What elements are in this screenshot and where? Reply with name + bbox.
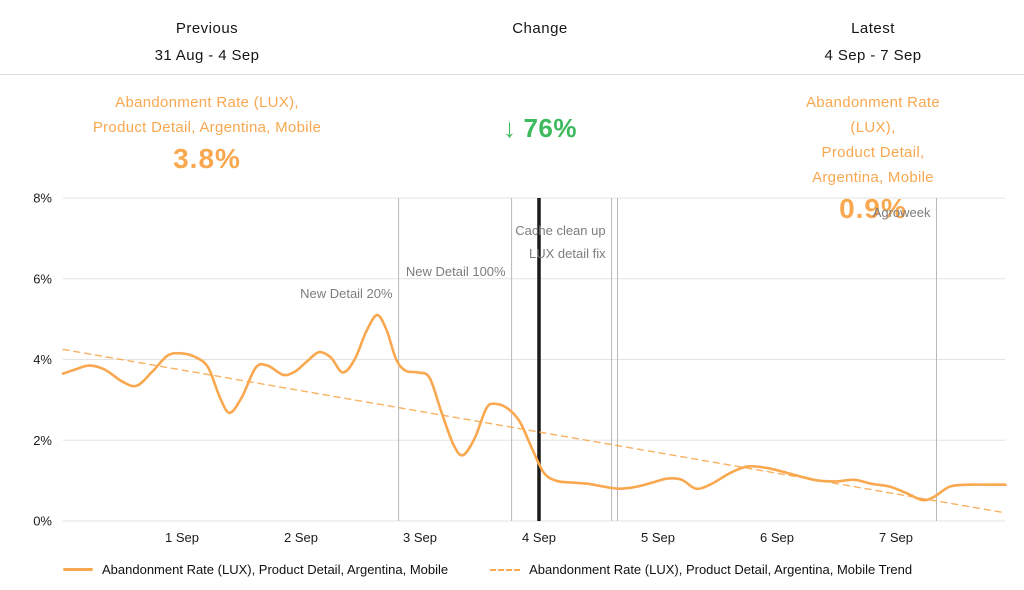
svg-text:4 Sep: 4 Sep [522, 530, 556, 545]
change-header: Change [512, 20, 568, 37]
chart-legend: Abandonment Rate (LUX), Product Detail, … [63, 562, 912, 577]
change-metric: ↓ 76% [503, 113, 577, 144]
header-divider [0, 74, 1024, 75]
svg-text:1 Sep: 1 Sep [165, 530, 199, 545]
previous-metric-label-1: Abandonment Rate (LUX), [115, 94, 299, 111]
chart-canvas[interactable]: 0% 2% 4% 6% 8% 1 Sep 2 Sep 3 Sep 4 Sep 5 Sep 6 Sep… [0, 185, 1024, 560]
legend-item-abandonment-rate-trend[interactable]: Abandonment Rate (LUX), Product Detail, … [490, 562, 912, 577]
dashed-line-swatch-icon [490, 568, 521, 571]
previous-metric-value: 3.8% [173, 143, 241, 174]
previous-metric: Abandonment Rate (LUX), Product Detail, … [93, 90, 321, 175]
latest-date-range: 4 Sep - 7 Sep [824, 47, 922, 64]
svg-text:5 Sep: 5 Sep [641, 530, 675, 545]
latest-period-header: Latest 4 Sep - 7 Sep [825, 20, 922, 64]
previous-title: Previous [175, 20, 239, 37]
svg-text:0%: 0% [33, 514, 52, 529]
svg-text:New Detail 20%: New Detail 20% [300, 286, 393, 301]
svg-text:LUX detail fix: LUX detail fix [529, 246, 606, 261]
change-title: Change [512, 20, 568, 37]
svg-text:8%: 8% [33, 191, 52, 206]
latest-title: Latest [851, 20, 895, 37]
svg-text:Cache clean up: Cache clean up [515, 223, 605, 238]
latest-metric-label-2: Product Detail, Argentina, Mobile [812, 144, 934, 186]
change-metric-value: 76% [523, 113, 578, 143]
svg-text:2%: 2% [33, 433, 52, 448]
legend-label: Abandonment Rate (LUX), Product Detail, … [102, 562, 449, 577]
arrow-down-icon: ↓ [502, 113, 517, 143]
solid-line-swatch-icon [63, 568, 93, 571]
svg-text:6 Sep: 6 Sep [760, 530, 794, 545]
previous-date-range: 31 Aug - 4 Sep [154, 47, 260, 64]
svg-text:New Detail 100%: New Detail 100% [406, 264, 506, 279]
previous-period-header: Previous 31 Aug - 4 Sep [155, 20, 260, 64]
svg-text:Agroweek: Agroweek [873, 205, 931, 220]
latest-metric-label-1: Abandonment Rate (LUX), [805, 94, 941, 136]
svg-text:4%: 4% [33, 352, 52, 367]
legend-label: Abandonment Rate (LUX), Product Detail, … [529, 562, 913, 577]
svg-text:2 Sep: 2 Sep [284, 530, 318, 545]
legend-item-abandonment-rate[interactable]: Abandonment Rate (LUX), Product Detail, … [63, 562, 448, 577]
previous-metric-label-2: Product Detail, Argentina, Mobile [92, 119, 322, 136]
latest-metric: Abandonment Rate (LUX), Product Detail, … [798, 90, 949, 225]
svg-text:6%: 6% [33, 271, 52, 286]
svg-text:3 Sep: 3 Sep [403, 530, 437, 545]
svg-text:7 Sep: 7 Sep [879, 530, 913, 545]
